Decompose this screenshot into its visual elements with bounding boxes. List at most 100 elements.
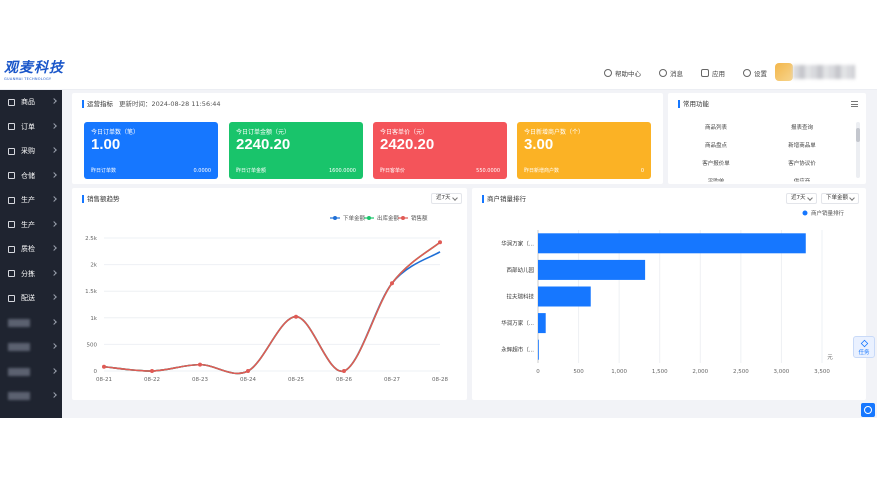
card-footer-label: 昨日订单金额 bbox=[236, 168, 267, 174]
card-new-merchants[interactable]: 今日新增商户数（个） 3.00 昨日新增商户数 0 bbox=[517, 122, 651, 179]
merchant-ranking-panel: 商户销量排行 近7天 下单金额 0 500 1,000 1,500 2,000 2,500… bbox=[472, 188, 866, 400]
card-yesterday-value: 550.0000 bbox=[476, 168, 500, 174]
sidebar-item-production[interactable]: 生产 bbox=[0, 188, 62, 213]
apps-link[interactable]: 应用 bbox=[701, 68, 725, 78]
chevron-right-icon bbox=[51, 122, 57, 129]
brand-logo[interactable]: 观麦科技 GUANMAI TECHNOLOGY bbox=[4, 60, 64, 86]
sidebar-item-redacted[interactable] bbox=[0, 335, 62, 360]
chevron-right-icon bbox=[51, 98, 57, 104]
x-tick-label: 08-23 bbox=[192, 377, 208, 383]
help-center-link[interactable]: 帮助中心 bbox=[604, 68, 641, 78]
series-line-2 bbox=[103, 241, 441, 375]
x-tick-label: 08-26 bbox=[336, 377, 352, 383]
card-today-amount[interactable]: 今日订单金额（元） 2240.20 昨日订单金额 1600.0000 bbox=[229, 122, 363, 179]
sidebar-item-sorting[interactable]: 分拣 bbox=[0, 262, 62, 287]
sidebar-item-purchase[interactable]: 采购 bbox=[0, 139, 62, 164]
sidebar-item-label: 采购 bbox=[21, 147, 35, 156]
sidebar-item-label: 分拣 bbox=[21, 269, 35, 278]
gear-icon bbox=[743, 69, 751, 77]
data-point bbox=[294, 314, 298, 319]
goods-icon bbox=[8, 98, 15, 106]
brand-name: 观麦科技 bbox=[4, 60, 64, 76]
sidebar-item-production-2[interactable]: 生产 bbox=[0, 213, 62, 238]
y-category-label: 华润万家（... bbox=[501, 319, 534, 327]
y-tick-label: 2.5k bbox=[85, 236, 98, 242]
sidebar-item-orders[interactable]: 订单 bbox=[0, 115, 62, 140]
x-tick-label: 2,000 bbox=[692, 369, 708, 375]
function-link[interactable]: 供应商 bbox=[793, 179, 811, 185]
y-tick-label: 2k bbox=[90, 263, 97, 269]
data-point bbox=[150, 369, 154, 373]
x-tick-label: 1,000 bbox=[611, 369, 627, 375]
functions-scrollbar[interactable] bbox=[856, 122, 860, 178]
ranking-range-select[interactable]: 近7天 bbox=[786, 193, 817, 204]
sales-line-chart: 0 500 1k 1.5k 2k 2.5k 08-21 08-22 08-23 08-24 08-2… bbox=[85, 214, 448, 383]
help-label: 帮助中心 bbox=[615, 70, 641, 78]
card-footer-label: 昨日订单数 bbox=[91, 168, 117, 174]
app-icon bbox=[701, 69, 709, 77]
function-link[interactable]: 商品列表 bbox=[704, 125, 728, 131]
sidebar-item-redacted[interactable] bbox=[0, 311, 62, 336]
user-name-redacted[interactable] bbox=[793, 65, 855, 79]
main-content: 运营指标 更新时间：2024-08-28 11:56:44 今日订单数（笔） 1.… bbox=[62, 90, 877, 418]
function-link[interactable]: 采购单 bbox=[707, 179, 725, 185]
card-yesterday-value: 0.0000 bbox=[193, 168, 212, 174]
sidebar-item-label: 生产 bbox=[21, 220, 35, 229]
x-tick-label: 0 bbox=[536, 369, 540, 375]
merchant-ranking-title: 商户销量排行 bbox=[482, 195, 526, 203]
x-tick-label: 08-27 bbox=[384, 377, 400, 383]
sales-range-select[interactable]: 近7天 bbox=[431, 193, 462, 204]
purchase-icon bbox=[8, 147, 15, 155]
inspection-icon bbox=[8, 245, 15, 253]
legend-label: 出库金额 bbox=[377, 214, 400, 222]
layers-icon bbox=[860, 339, 868, 348]
help-icon bbox=[604, 69, 612, 77]
y-category-label: 永辉超市（... bbox=[501, 346, 534, 354]
card-today-unit-price[interactable]: 今日客单价（元） 2420.20 昨日客单价 550.0000 bbox=[373, 122, 507, 179]
card-title: 今日新增商户数（个） bbox=[524, 129, 585, 136]
legend-marker bbox=[367, 216, 371, 220]
sidebar-item-warehouse[interactable]: 仓储 bbox=[0, 164, 62, 189]
messages-label: 消息 bbox=[670, 70, 683, 78]
ranking-metric-select[interactable]: 下单金额 bbox=[821, 193, 860, 204]
series-line-1 bbox=[103, 251, 441, 375]
y-tick-label: 0 bbox=[94, 369, 98, 375]
card-title: 今日客单价（元） bbox=[380, 129, 429, 136]
function-link[interactable]: 新增商品单 bbox=[788, 143, 816, 149]
bar bbox=[538, 233, 806, 254]
bell-icon bbox=[659, 69, 667, 77]
help-corner-button[interactable] bbox=[861, 403, 875, 417]
sidebar-item-redacted[interactable] bbox=[0, 360, 62, 385]
sidebar-item-delivery[interactable]: 配送 bbox=[0, 286, 62, 311]
chevron-right-icon bbox=[51, 245, 57, 251]
card-title: 今日订单金额（元） bbox=[236, 129, 291, 136]
x-tick-label: 500 bbox=[573, 369, 584, 375]
settings-link[interactable]: 设置 bbox=[743, 68, 767, 78]
function-link[interactable]: 客户协议价 bbox=[788, 161, 816, 167]
messages-link[interactable]: 消息 bbox=[659, 68, 683, 78]
function-link[interactable]: 报表查询 bbox=[790, 125, 814, 131]
sorting-icon bbox=[8, 270, 15, 278]
card-value: 3.00 bbox=[524, 136, 554, 153]
sidebar-item-goods[interactable]: 商品 bbox=[0, 90, 62, 115]
production-icon bbox=[8, 221, 15, 229]
sidebar-item-inspection[interactable]: 质检 bbox=[0, 237, 62, 262]
avatar[interactable] bbox=[775, 63, 793, 81]
function-link[interactable]: 客户报价单 bbox=[702, 161, 730, 167]
settings-sliders-icon[interactable] bbox=[851, 101, 858, 107]
x-tick-label: 2,500 bbox=[733, 369, 749, 375]
production-icon bbox=[8, 196, 15, 204]
sidebar-item-redacted[interactable] bbox=[0, 384, 62, 409]
card-today-orders[interactable]: 今日订单数（笔） 1.00 昨日订单数 0.0000 bbox=[84, 122, 218, 179]
legend-label: 商户销量排行 bbox=[811, 209, 845, 217]
task-float-button[interactable]: 任务 bbox=[853, 336, 875, 358]
bar bbox=[538, 339, 539, 360]
functions-title: 常用功能 bbox=[678, 100, 709, 108]
card-yesterday-value: 0 bbox=[640, 168, 644, 174]
sidebar-item-label: 配送 bbox=[21, 294, 35, 303]
task-label: 任务 bbox=[858, 350, 870, 356]
data-point bbox=[198, 362, 202, 367]
function-link[interactable]: 商品盘点 bbox=[704, 143, 728, 149]
chevron-right-icon bbox=[51, 294, 57, 300]
chevron-right-icon bbox=[51, 269, 57, 276]
